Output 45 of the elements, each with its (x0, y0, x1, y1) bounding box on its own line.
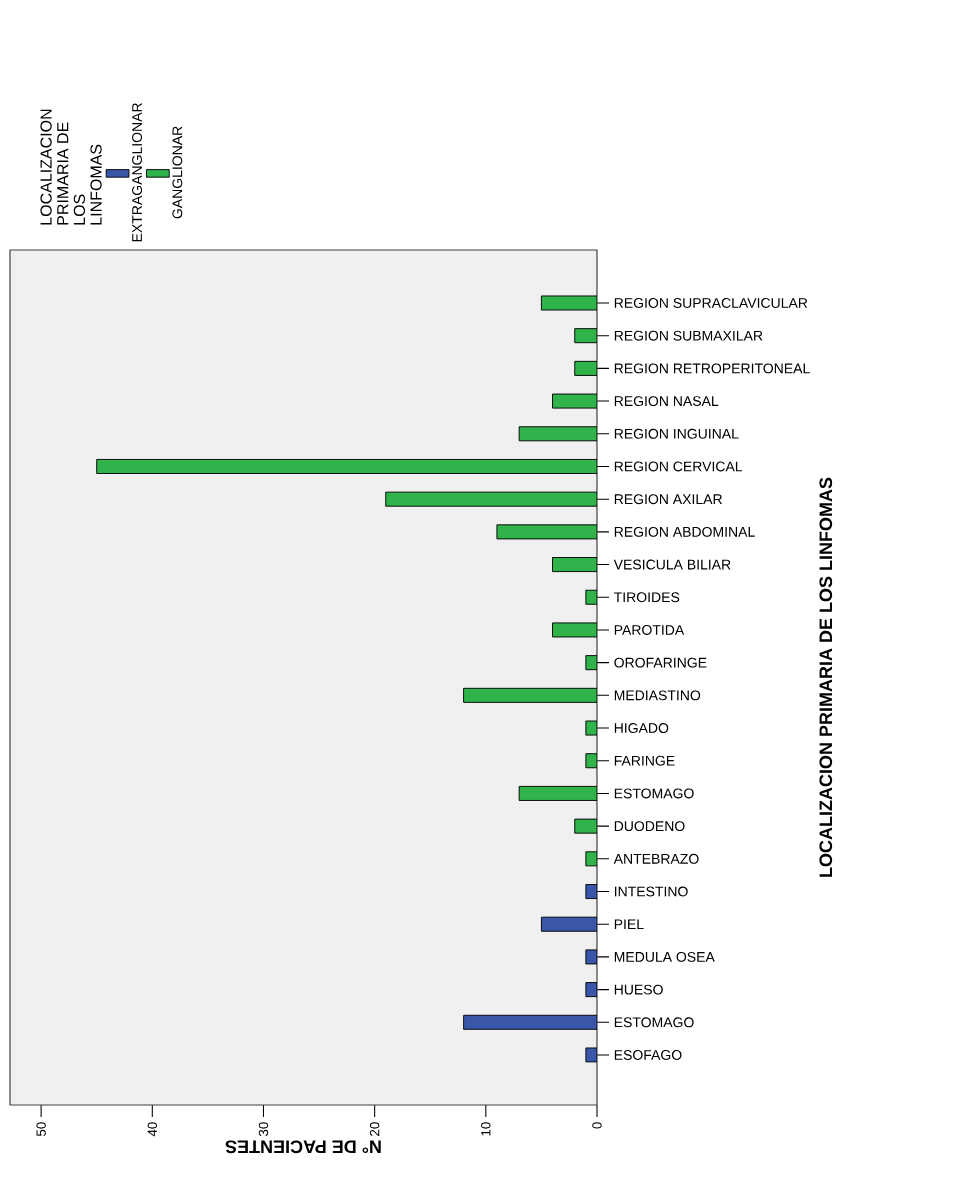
y-tick-label: DUODENO (614, 821, 685, 832)
bar (585, 1047, 597, 1063)
y-tick-label: VESICULA BILIAR (613, 559, 731, 570)
bar (585, 884, 597, 900)
y-tick-label: REGION SUPRACLAVICULAR (614, 298, 808, 308)
y-tick-label: REGION NASAL (614, 396, 719, 407)
y-tick-label: REGION AXILAR (614, 494, 722, 505)
legend-title: LOCALIZACION PRIMARIA DE LOS LINFOMAS (40, 109, 102, 225)
y-tick-label: MEDULA OSEA (614, 951, 715, 962)
y-tick-label: PIEL (614, 919, 644, 930)
x-tick-label: 10 (481, 1122, 491, 1136)
x-tick-label: 40 (147, 1122, 158, 1137)
y-tick-label: ANTEBRAZO (613, 853, 699, 864)
x-tick-label: 30 (258, 1122, 269, 1137)
y-axis-title: LOCALIZACION PRIMARIA DE LOS LINFOMAS (819, 477, 833, 877)
y-tick-label: TIROIDES (614, 592, 680, 603)
bar (518, 426, 597, 442)
y-tick-label: REGION CERVICAL (614, 461, 743, 472)
x-tick-label: 0 (592, 1122, 602, 1129)
bar (540, 916, 597, 932)
y-tick-label: REGION RETROPERITONEAL (614, 363, 810, 374)
bar (385, 491, 597, 507)
y-tick-label: MEDIASTINO (614, 690, 701, 701)
y-tick-label: ESOFAGO (614, 1050, 682, 1060)
x-tick-label: 20 (369, 1122, 380, 1136)
y-tick-label: ESTOMAGO (614, 788, 694, 799)
bar (496, 524, 597, 540)
y-tick-label: HIGADO (614, 723, 669, 733)
legend-label: GANGLIONAR (172, 126, 183, 219)
y-tick-label: FARINGE (614, 755, 675, 766)
y-tick-label: REGION SUBMAXILAR (614, 330, 763, 341)
x-tick-label: 50 (36, 1122, 46, 1137)
y-tick-label: HUESO (614, 984, 663, 995)
y-tick-label: ESTOMAGO (614, 1017, 694, 1028)
bar (585, 982, 597, 998)
x-axis-title: N° DE PACIENTES (225, 1140, 381, 1154)
bar (518, 785, 597, 801)
y-tick-label: REGION INGUINAL (614, 428, 739, 439)
y-tick-label: OROFARINGE (614, 657, 707, 668)
bar (96, 458, 597, 474)
y-tick-label: REGION ABDOMINAL (614, 526, 755, 537)
y-tick-label: INTESTINO (615, 886, 688, 897)
bar (463, 687, 597, 703)
y-tick-label: PAROTIDA (614, 625, 685, 635)
legend-label: EXTRAGANGLIONAR (132, 103, 143, 242)
